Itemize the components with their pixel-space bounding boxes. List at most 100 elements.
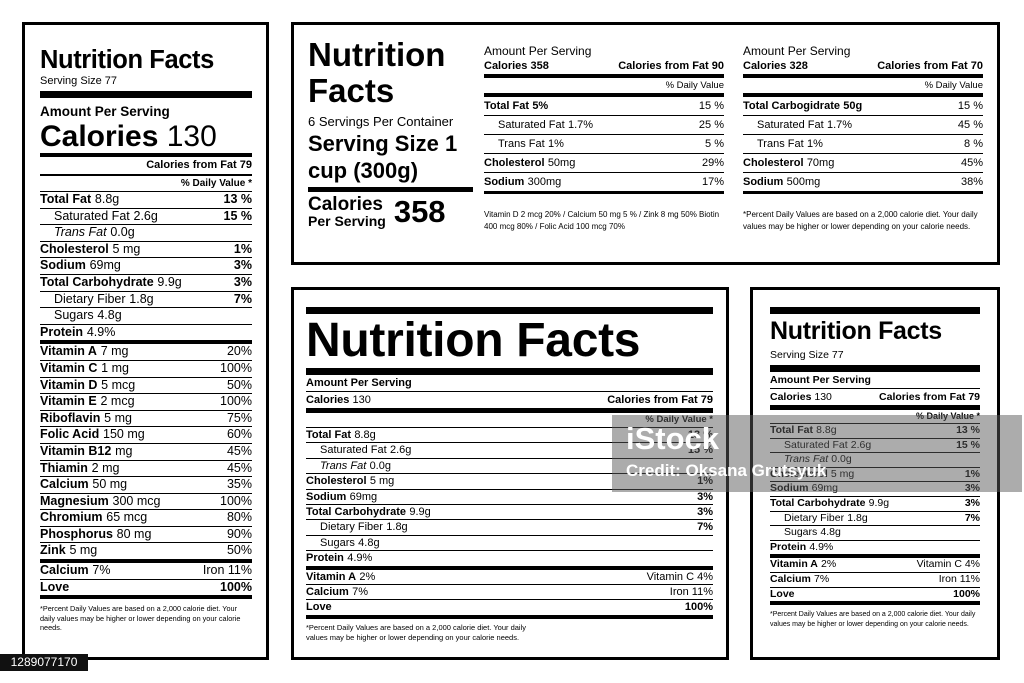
- nutrient-name: Protein: [770, 540, 807, 553]
- divider: [484, 74, 724, 78]
- nutrient-amount: 0.0g: [369, 459, 391, 472]
- daily-value: 7%: [964, 511, 980, 524]
- calories-label: Calories: [40, 120, 159, 153]
- footnote: *Percent Daily Values are based on a 2,0…: [40, 604, 241, 633]
- amount-header: Amount Per Serving: [484, 44, 592, 58]
- nutrient-amount: 5 mg: [112, 241, 141, 256]
- daily-value: 29%: [701, 157, 724, 169]
- daily-value: 3%: [233, 258, 252, 273]
- divider: [770, 405, 980, 410]
- nutrient-amount: 2 mcg: [100, 394, 135, 409]
- nutrient-row: Chromium 65 mcg 80%: [40, 509, 252, 526]
- nutrient-name: Total Carbogidrate: [743, 100, 840, 112]
- nutrient-name: Saturated Fat: [54, 208, 130, 223]
- nutrient-amount: 7 mg: [100, 344, 129, 359]
- calories-label-block: Calories Per Serving: [308, 195, 386, 229]
- calories: Calories 358: [484, 60, 549, 72]
- nutrient-amount: 4.9%: [86, 324, 116, 339]
- nutrient-row: Vitamin A 2% Vitamin C 4%: [770, 554, 980, 572]
- nutrient-amount: 69mg: [349, 490, 378, 503]
- nutrient-row: Folic Acid 150 mg 60%: [40, 426, 252, 443]
- nutrient-row: Total Carbogidrate 50g 15 %: [743, 93, 983, 115]
- nutrient-name: Zink: [40, 543, 66, 558]
- note: Vitamin D 2 mcg 20% / Calcium 50 mg 5 % …: [484, 210, 720, 231]
- nutrient-amount: 50 mg: [92, 477, 128, 492]
- daily-value: 100%: [220, 493, 252, 508]
- nutrient-row: Total Carbohydrate 9.9g 3%: [306, 504, 713, 519]
- nutrient-name: Riboflavin: [40, 410, 101, 425]
- nutrient-name: Vitamin E: [40, 394, 97, 409]
- daily-value: 100%: [684, 601, 713, 614]
- calories: Calories 130: [40, 121, 252, 153]
- servings-per-container: 6 Servings Per Container: [308, 114, 454, 129]
- nutrient-name: Thiamin: [40, 460, 88, 475]
- nutrient-name: Love: [306, 601, 332, 614]
- nutrient-row: Sugars 4.8g: [306, 534, 713, 550]
- nutrient-row: Love 100%: [40, 578, 252, 596]
- nutrient-amount: 5 mg: [104, 410, 132, 425]
- nutrient-name: Calcium: [40, 477, 89, 492]
- daily-value: 13 %: [223, 192, 253, 206]
- nutrient-name: Dietary Fiber: [320, 521, 383, 534]
- nutrient-table: Total Fat 5% 15 % Saturated Fat 1.7% 25 % Tran…: [484, 93, 724, 194]
- nutrient-row: Calcium 50 mg 35%: [40, 476, 252, 493]
- daily-value: 38%: [960, 176, 983, 188]
- daily-value: 45%: [226, 460, 252, 475]
- daily-value: 90%: [226, 526, 252, 541]
- nutrient-amount: 50mg: [547, 157, 576, 169]
- nutrient-name: Sodium: [484, 176, 525, 188]
- nutrient-row: Total Carbohydrate 9.9g 3%: [770, 495, 980, 511]
- title: Nutrition Facts: [306, 314, 641, 367]
- nutrient-name: Chromium: [40, 510, 103, 525]
- daily-value: 5 %: [705, 138, 724, 150]
- daily-value: 80%: [226, 510, 252, 525]
- daily-value-header: % Daily Value: [665, 80, 724, 91]
- nutrient-name: Total Carbohydrate: [306, 506, 407, 519]
- nutrient-amount: 9.9g: [157, 274, 182, 289]
- nutrient-row: Cholesterol 50mg 29%: [484, 153, 724, 172]
- daily-value: 15 %: [957, 100, 983, 112]
- nutrient-amount: 7%: [814, 572, 830, 585]
- divider: [306, 307, 713, 314]
- nutrient-amount: mg: [115, 443, 133, 458]
- watermark: iStock Credit: Oksana Grutsyuk: [612, 415, 1022, 492]
- divider: [40, 91, 252, 98]
- nutrient-name: Vitamin C: [40, 360, 98, 375]
- divider: [40, 153, 252, 157]
- watermark-credit: Credit: Oksana Grutsyuk: [626, 461, 827, 480]
- nutrient-row: Riboflavin 5 mg 75%: [40, 409, 252, 427]
- daily-value: 45 %: [957, 119, 983, 131]
- nutrient-name: Protein: [306, 552, 344, 565]
- nutrient-table: Total Carbogidrate 50g 15 % Saturated Fat 1.…: [743, 93, 983, 194]
- nutrient-amount: 1%: [806, 138, 823, 150]
- calories-from-fat: Calories from Fat 79: [146, 159, 252, 171]
- daily-value: 45%: [960, 157, 983, 169]
- nutrient-amount: 5 mg: [69, 543, 98, 558]
- nutrient-amount: 2%: [359, 570, 376, 583]
- nutrient-name: Vitamin B12: [40, 443, 112, 458]
- nutrient-amount: 150 mg: [103, 427, 145, 442]
- nutrient-amount: 5 mcg: [101, 377, 136, 392]
- nutrient-amount: 2 mg: [91, 460, 120, 475]
- nutrient-row: Dietary Fiber 1.8g 7%: [770, 510, 980, 526]
- nutrient-amount: 1.8g: [386, 521, 408, 534]
- calories: Calories 130: [306, 392, 371, 408]
- nutrient-row: Protein 4.9%: [770, 539, 980, 555]
- footnote: *Percent Daily Values are based on a 2,0…: [743, 210, 978, 231]
- daily-value: 60%: [226, 427, 252, 442]
- serving-size: Serving Size 77: [40, 75, 118, 87]
- nutrient-amount: 80 mg: [116, 526, 152, 541]
- nutrient-name: Cholesterol: [484, 157, 545, 169]
- nutrient-amount: 1.8g: [129, 291, 154, 306]
- nutrient-name: Sodium: [743, 176, 784, 188]
- nutrient-name: Vitamin A: [306, 570, 357, 583]
- daily-value-header: % Daily Value: [924, 80, 983, 91]
- nutrient-row: Love 100%: [306, 599, 713, 614]
- nutrient-amount: 8.8g: [354, 429, 376, 441]
